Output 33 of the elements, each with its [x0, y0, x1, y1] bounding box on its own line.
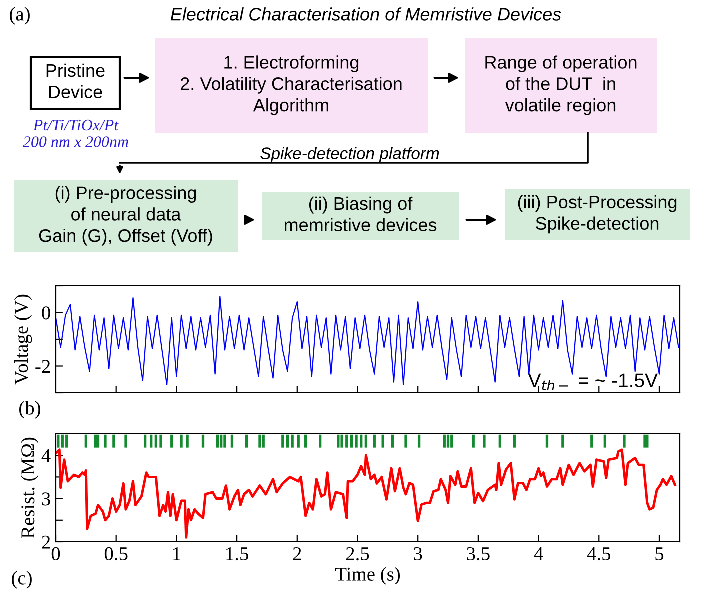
y-axis-title: Voltage (V): [14, 294, 32, 385]
text: (b): [20, 401, 40, 419]
text: 1. Electroforming 2. Volatility Characterisation Algorithm: [181, 56, 402, 116]
line-series: [56, 448, 676, 539]
text: Pristine Device: [46, 64, 105, 99]
x-tick-label: 5: [656, 548, 664, 561]
x-tick-label: 3.5: [467, 547, 490, 561]
x-tick-label: 0: [52, 547, 60, 561]
x-axis-title: Time (s): [335, 567, 400, 585]
text: Range of operation of the DUT in volatile region: [486, 56, 637, 116]
text: Spike-detection platform: [260, 147, 440, 163]
y-tick-label: 2: [42, 536, 50, 549]
x-tick-label: 4.5: [587, 548, 611, 561]
x-tick-label: 0.5: [104, 547, 128, 561]
text: (iii) Post-Processing Spike-detection: [518, 195, 677, 234]
y-tick-label: 4: [42, 450, 51, 462]
x-tick-label: 2: [293, 547, 302, 560]
text: (c): [12, 571, 32, 589]
x-tick-label: 3: [414, 547, 422, 561]
text: Pt/Ti/TiOx/Pt 200 nm x 200nm: [22, 120, 128, 148]
x-tick-label: 1.5: [226, 548, 248, 561]
y-tick-label: 0: [42, 306, 50, 320]
x-tick-label: 2.5: [346, 547, 370, 561]
y-axis-title: Resist. (MΩ): [21, 438, 39, 538]
x-tick-label: 1: [174, 548, 180, 560]
text: (ii) Biasing of memristive devices: [284, 196, 437, 232]
x-tick-label: 4: [534, 548, 544, 560]
text: (a): [10, 7, 30, 25]
y-tick-label: -2: [36, 360, 50, 373]
text: (i) Pre-processing of neural data Gain (G), Offset (Voff): [39, 186, 212, 246]
y-tick-label: 3: [42, 492, 50, 506]
annotation: V$_{th−}$ = ~ -1.5V: [528, 374, 658, 390]
text: Electrical Characterisation of Memristive Devices: [170, 8, 562, 21]
